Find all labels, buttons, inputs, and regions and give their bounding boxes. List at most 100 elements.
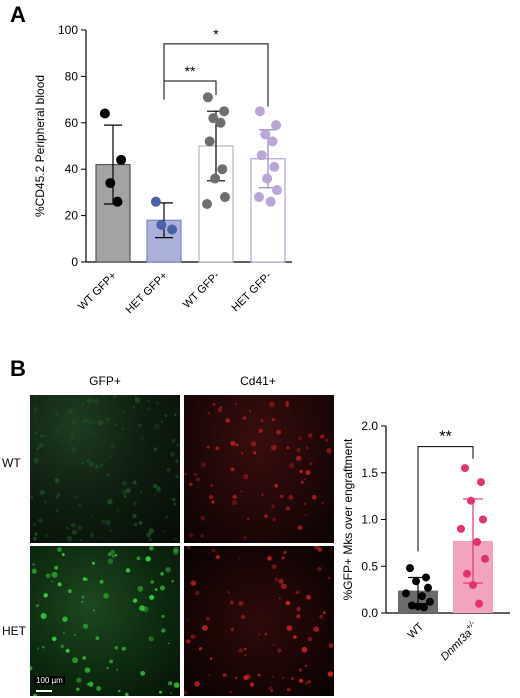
cell-spot (286, 446, 290, 450)
cell-spot (244, 653, 247, 656)
cell-spot (291, 677, 294, 680)
cell-spot (34, 431, 38, 435)
cell-spot (248, 410, 251, 413)
data-point (402, 589, 410, 598)
cell-spot (138, 521, 143, 525)
micrograph-het-gfp-texture (30, 546, 180, 696)
cell-spot (246, 517, 250, 520)
cell-spot (82, 577, 87, 581)
panel-a-label: A (10, 2, 26, 27)
cell-spot (112, 404, 116, 407)
cell-spot (33, 396, 36, 399)
cell-spot (298, 436, 303, 441)
cell-spot (319, 436, 322, 439)
data-point (260, 129, 271, 140)
data-point (412, 577, 420, 586)
data-point (420, 603, 428, 612)
data-point (254, 106, 265, 117)
micrograph-wt-cd41-texture (184, 400, 332, 540)
cell-spot (76, 687, 80, 691)
cell-spot (215, 555, 220, 559)
cell-spot (38, 442, 44, 448)
cell-spot (215, 446, 220, 451)
cell-spot (90, 532, 95, 537)
micrograph-wt-cd41 (184, 395, 334, 543)
cell-spot (172, 497, 176, 502)
cell-spot (173, 502, 177, 506)
cell-spot (142, 606, 149, 613)
cell-spot (272, 644, 275, 646)
cell-spot (209, 494, 214, 500)
cell-spot (40, 434, 44, 438)
cell-spot (33, 693, 37, 696)
cell-spot (238, 648, 244, 654)
cell-spot (170, 452, 175, 457)
cell-spot (165, 567, 171, 573)
cell-spot (164, 414, 168, 418)
cell-spot (175, 474, 179, 479)
cell-spot (117, 689, 121, 693)
cell-spot (76, 677, 82, 683)
cell-spot (103, 593, 109, 599)
cell-spot (296, 448, 301, 452)
cell-spot (240, 490, 243, 493)
data-point (99, 108, 110, 119)
cell-spot (86, 683, 90, 686)
cell-spot (287, 687, 291, 692)
cell-spot (40, 613, 47, 619)
cell-spot (80, 539, 82, 542)
cell-spot (147, 400, 150, 403)
cell-spot (99, 579, 104, 584)
cell-spot (160, 572, 164, 576)
cell-spot (168, 681, 173, 686)
cell-spot (328, 643, 334, 648)
cell-spot (149, 546, 154, 551)
cell-spot (86, 459, 90, 463)
cell-spot (63, 459, 66, 461)
cell-spot (283, 551, 287, 555)
cell-spot (82, 656, 86, 660)
cell-spot (272, 675, 275, 678)
data-point (262, 173, 273, 184)
cell-spot (271, 417, 275, 422)
micrograph-het-cd41 (184, 546, 334, 696)
data-point (461, 464, 469, 473)
y-tick-label: 0.0 (361, 606, 378, 620)
cell-spot (132, 514, 137, 519)
cell-spot (305, 514, 307, 516)
cell-spot (125, 487, 132, 493)
cell-spot (43, 593, 48, 598)
micrograph-het-gfp (30, 546, 180, 696)
data-point (479, 515, 487, 524)
cell-spot (81, 402, 85, 406)
cell-spot (303, 503, 306, 505)
data-point (408, 601, 416, 610)
cell-spot (270, 444, 277, 451)
cell-spot (243, 474, 249, 480)
cell-spot (51, 494, 54, 497)
cell-spot (230, 440, 236, 446)
cell-spot (162, 530, 165, 533)
cell-spot (62, 616, 68, 622)
cell-spot (91, 420, 96, 425)
cell-spot (112, 395, 117, 399)
significance-bracket (417, 446, 474, 552)
data-point (463, 569, 471, 578)
cell-spot (187, 619, 190, 622)
cell-spot (261, 493, 264, 496)
cell-spot (173, 537, 176, 541)
cell-spot (235, 443, 239, 447)
cell-spot (32, 536, 37, 541)
cell-spot (321, 501, 324, 504)
cell-spot (175, 459, 179, 463)
cell-spot (34, 417, 37, 420)
y-tick-label: 20 (65, 209, 79, 223)
cell-spot (326, 448, 332, 454)
cell-spot (229, 600, 234, 605)
cell-spot (109, 529, 112, 532)
cell-spot (35, 604, 39, 608)
cell-spot (211, 500, 215, 504)
cell-spot (176, 444, 179, 447)
cell-spot (271, 504, 275, 508)
cell-spot (81, 461, 85, 465)
